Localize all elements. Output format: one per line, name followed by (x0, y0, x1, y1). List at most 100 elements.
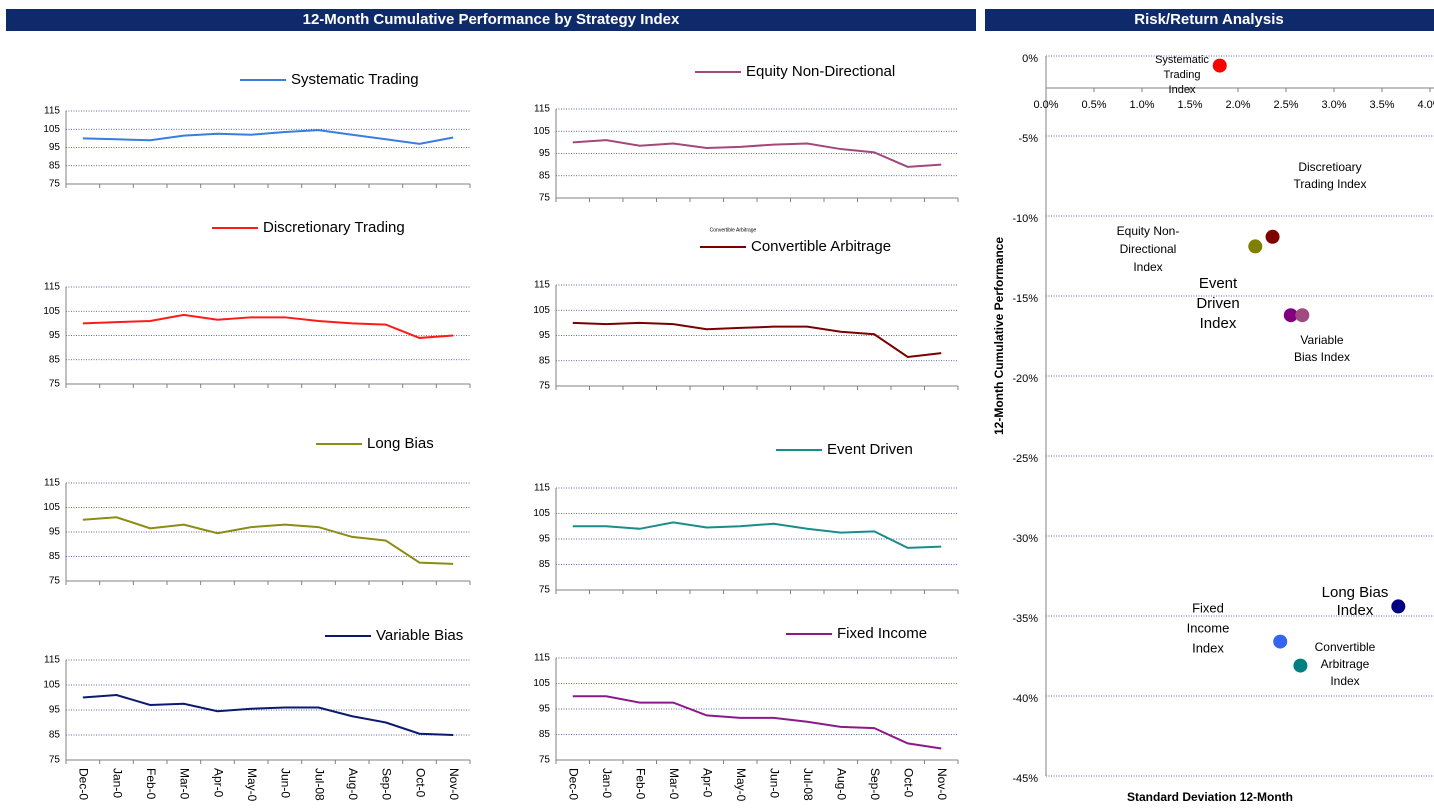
y-tick-label: 85 (539, 559, 551, 570)
x-tick-label: 1.5% (1177, 99, 1202, 111)
x-tick-label: Jan-0 (110, 768, 124, 798)
y-tick-label: 115 (44, 106, 60, 117)
scatter-point (1248, 239, 1263, 254)
x-tick-label: Mar-0 (178, 768, 192, 800)
point-label: Index (1192, 640, 1224, 655)
x-tick-label: Oct-0 (902, 768, 916, 798)
series-line (572, 139, 942, 168)
x-tick-label: Mar-0 (667, 768, 681, 800)
annotation: Convertible Arbitrage (710, 227, 757, 233)
point-label: Arbitrage (1321, 657, 1370, 671)
point-label: Index (1200, 315, 1237, 332)
y-tick-label: 85 (539, 729, 551, 740)
x-tick-label: Jun-0 (768, 768, 782, 798)
y-tick-label: 115 (534, 483, 550, 494)
y-tick-label: 115 (534, 653, 550, 664)
x-tick-label: Oct-0 (413, 768, 427, 798)
point-label: Index (1330, 674, 1359, 688)
y-tick-label: 105 (533, 508, 550, 519)
x-tick-label: Nov-0 (935, 768, 949, 800)
y-tick-label: 85 (49, 730, 61, 741)
y-tick-label: 75 (49, 179, 61, 190)
y-tick-label: -45% (1012, 773, 1038, 785)
x-tick-label: Apr-0 (701, 768, 715, 798)
x-tick-label: Nov-0 (447, 768, 461, 800)
y-tick-label: 115 (534, 104, 550, 115)
x-tick-label: May-0 (245, 768, 259, 802)
y-axis-title: 12-Month Cumulative Performance (992, 237, 1006, 435)
y-tick-label: 95 (539, 704, 551, 715)
point-label: Index (1133, 260, 1162, 274)
legend-label: Variable Bias (376, 627, 463, 644)
point-label: Long Bias (1322, 584, 1389, 601)
y-tick-label: 115 (44, 478, 60, 489)
scatter-point (1212, 58, 1227, 73)
point-label: Index (1169, 84, 1196, 96)
point-label: Bias Index (1294, 350, 1350, 364)
point-label: Fixed (1192, 600, 1224, 615)
y-tick-label: 75 (49, 755, 61, 766)
series-line (572, 695, 942, 750)
y-tick-label: 95 (49, 142, 61, 153)
legend-label: Event Driven (827, 441, 913, 458)
y-tick-label: -15% (1012, 293, 1038, 305)
y-tick-label: 115 (534, 280, 550, 291)
x-tick-label: Jan-0 (600, 768, 614, 798)
y-tick-label: -20% (1012, 373, 1038, 385)
point-label: Directional (1120, 242, 1177, 256)
series-line (82, 516, 454, 565)
x-tick-label: Sep-0 (380, 768, 394, 800)
y-tick-label: 95 (539, 148, 551, 159)
x-tick-label: 2.5% (1273, 99, 1298, 111)
y-tick-label: 85 (49, 160, 61, 171)
series-line (82, 313, 454, 339)
x-axis-title: Standard Deviation 12-Month (1127, 790, 1293, 804)
y-tick-label: 115 (44, 282, 60, 293)
legend-label: Convertible Arbitrage (751, 238, 891, 255)
x-tick-label: Jul-08 (801, 768, 815, 801)
legend-label: Fixed Income (837, 625, 927, 642)
point-label: Variable (1300, 333, 1343, 347)
y-tick-label: 0% (1022, 53, 1038, 65)
y-tick-label: -10% (1012, 213, 1038, 225)
scatter-point (1391, 599, 1406, 614)
x-tick-label: 3.0% (1321, 99, 1346, 111)
series-line (82, 129, 454, 145)
legend-label: Equity Non-Directional (746, 63, 895, 80)
scatter-point (1295, 308, 1310, 323)
y-tick-label: 75 (539, 585, 551, 596)
header-bar (6, 9, 976, 31)
legend-label: Long Bias (367, 435, 434, 452)
point-label: Trading (1164, 69, 1201, 81)
x-tick-label: Aug-0 (835, 768, 849, 800)
scatter-point (1283, 308, 1298, 323)
y-tick-label: -25% (1012, 453, 1038, 465)
y-tick-label: 75 (539, 381, 551, 392)
point-label: Income (1187, 620, 1230, 635)
x-tick-label: Sep-0 (868, 768, 882, 800)
point-label: Trading Index (1294, 177, 1367, 191)
series-line (572, 321, 942, 358)
x-tick-label: Apr-0 (211, 768, 225, 798)
y-tick-label: 95 (539, 330, 551, 341)
header-title: 12-Month Cumulative Performance by Strat… (303, 11, 680, 28)
y-tick-label: 95 (49, 705, 61, 716)
point-label: Driven (1196, 295, 1239, 312)
header-bar (985, 9, 1434, 31)
x-tick-label: 0.5% (1081, 99, 1106, 111)
series-line (572, 521, 942, 549)
y-tick-label: 95 (49, 330, 61, 341)
legend-label: Systematic Trading (291, 71, 419, 88)
scatter-point (1265, 229, 1280, 244)
y-tick-label: -35% (1012, 613, 1038, 625)
series-line (82, 693, 454, 736)
y-tick-label: -40% (1012, 693, 1038, 705)
scatter-point (1273, 634, 1288, 649)
x-tick-label: Dec-0 (77, 768, 91, 800)
y-tick-label: -30% (1012, 533, 1038, 545)
y-tick-label: 75 (539, 755, 551, 766)
x-tick-label: Jul-08 (312, 768, 326, 801)
x-tick-label: 2.0% (1225, 99, 1250, 111)
x-tick-label: 0.0% (1033, 99, 1058, 111)
